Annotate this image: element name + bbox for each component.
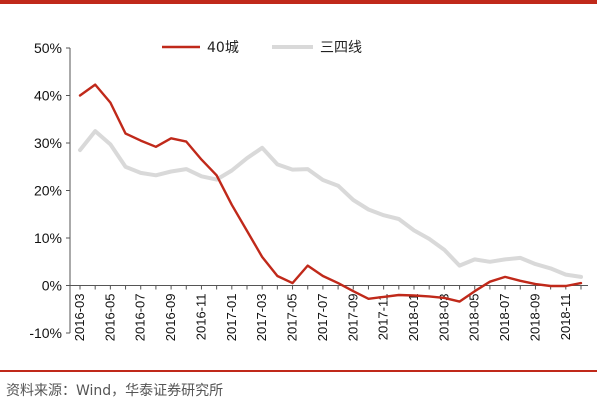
x-tick-label: 2017-07 xyxy=(315,294,330,342)
line-chart: 50%40%30%20%10%0%-10% 2016-03 2016-05 2016… xyxy=(29,40,588,342)
x-tick-label: 2017-01 xyxy=(224,294,239,342)
x-tick-label: 2018-07 xyxy=(497,294,512,342)
series-line-grey xyxy=(78,129,583,279)
y-tick-label: 50% xyxy=(34,40,62,56)
x-tick-label: 2018-03 xyxy=(436,294,451,342)
source-note: 资料来源：Wind，华泰证券研究所 xyxy=(6,383,224,399)
x-tick-label: 2017-11 xyxy=(376,294,391,341)
chart-axes xyxy=(69,48,588,333)
chart-legend: 40城 三四线 xyxy=(162,40,362,56)
x-tick-label: 2017-05 xyxy=(285,294,300,342)
x-tick-label: 2016-09 xyxy=(163,294,178,342)
x-tick-label: 2016-05 xyxy=(102,294,117,342)
series-line-red xyxy=(78,83,583,303)
x-tick-label: 2018-11 xyxy=(558,294,573,341)
y-tick-label: 30% xyxy=(34,135,62,151)
top-rule xyxy=(0,0,597,4)
legend-label: 三四线 xyxy=(320,40,362,56)
y-tick-label: 0% xyxy=(42,278,62,294)
x-tick-label: 2016-03 xyxy=(72,294,87,342)
x-tick-label: 2017-03 xyxy=(254,294,269,342)
x-tick-label: 2016-11 xyxy=(193,294,208,341)
series-lines xyxy=(78,83,583,303)
x-tick-label: 2018-09 xyxy=(527,294,542,342)
legend-label: 40城 xyxy=(207,40,239,56)
x-tick-label: 2018-05 xyxy=(467,294,482,342)
y-tick-label: 10% xyxy=(34,230,62,246)
y-tick-label: 20% xyxy=(34,183,62,199)
x-tick-label: 2018-01 xyxy=(406,294,421,342)
y-tick-label: 40% xyxy=(34,88,62,104)
y-tick-label: -10% xyxy=(29,325,62,341)
x-tick-label: 2017-09 xyxy=(345,294,360,342)
y-axis-ticks: 50% 40% 30% 20% 10% 0% -10% xyxy=(29,40,70,341)
bottom-rule xyxy=(0,370,597,372)
x-tick-label: 2016-07 xyxy=(133,294,148,342)
x-axis-ticks: 2016-03 2016-05 2016-07 2016-09 2016-11 2017-… xyxy=(72,285,582,342)
